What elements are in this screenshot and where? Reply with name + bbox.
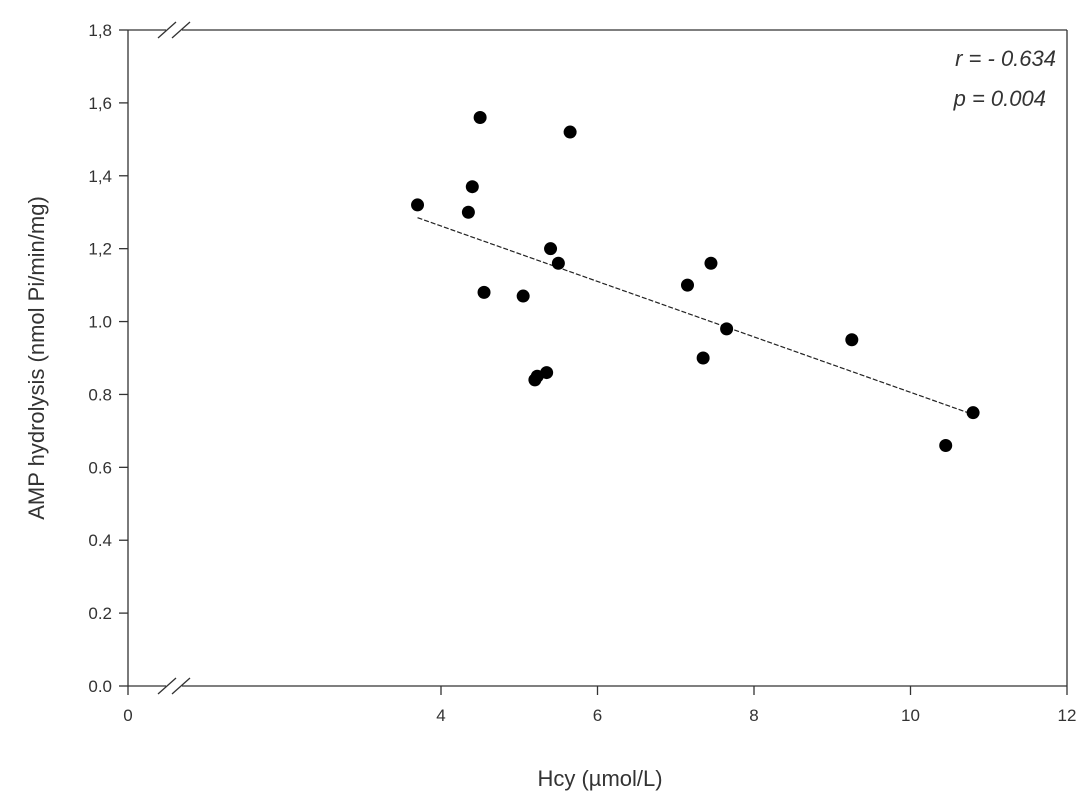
data-point: [939, 438, 953, 452]
y-tick-label: 0.4: [88, 531, 112, 550]
x-tick-label: 12: [1058, 706, 1077, 725]
y-tick-label: 1,8: [88, 21, 112, 40]
bottom-axis-break: [157, 677, 191, 695]
y-tick-label: 0.6: [88, 458, 112, 477]
x-axis-title: Hcy (µmol/L): [537, 766, 662, 791]
x-tick-label: 8: [749, 706, 758, 725]
data-point: [465, 180, 479, 194]
y-tick-label: 0.0: [88, 677, 112, 696]
data-point: [563, 125, 577, 139]
data-point: [516, 289, 530, 303]
x-tick-label: 6: [593, 706, 602, 725]
data-point: [544, 242, 558, 256]
data-point: [696, 351, 710, 365]
y-axis-ticks: 0.0 0.2 0.4 0.6 0.8 1.0 1,2 1,4 1,6 1,8: [88, 21, 128, 696]
data-points: [411, 110, 980, 452]
y-tick-label: 1,2: [88, 240, 112, 259]
plot-frame: [127, 29, 1068, 687]
x-tick-label: 10: [901, 706, 920, 725]
annotation-p: p = 0.004: [953, 86, 1046, 111]
y-axis-title: AMP hydrolysis (nmol Pi/min/mg): [24, 196, 49, 520]
data-point: [704, 256, 718, 270]
x-tick-label: 0: [123, 706, 132, 725]
data-point: [845, 333, 859, 347]
regression-line: [417, 217, 974, 416]
data-point: [680, 278, 694, 292]
y-tick-label: 0.8: [88, 385, 112, 404]
y-tick-label: 0.2: [88, 604, 112, 623]
data-point: [966, 406, 980, 420]
data-point: [540, 366, 554, 380]
data-point: [461, 205, 475, 219]
top-axis-break: [157, 21, 191, 39]
data-point: [720, 322, 734, 336]
y-tick-label: 1.0: [88, 313, 112, 332]
y-tick-label: 1,6: [88, 94, 112, 113]
y-tick-label: 1,4: [88, 167, 112, 186]
x-tick-label: 4: [436, 706, 445, 725]
axis-breaks: [157, 21, 191, 695]
annotation-r: r = - 0.634: [955, 46, 1056, 71]
data-point: [551, 256, 565, 270]
data-point: [411, 198, 425, 212]
data-point: [473, 110, 487, 124]
x-axis-ticks: 0 4 6 8 10 12: [123, 686, 1076, 725]
data-point: [477, 285, 491, 299]
